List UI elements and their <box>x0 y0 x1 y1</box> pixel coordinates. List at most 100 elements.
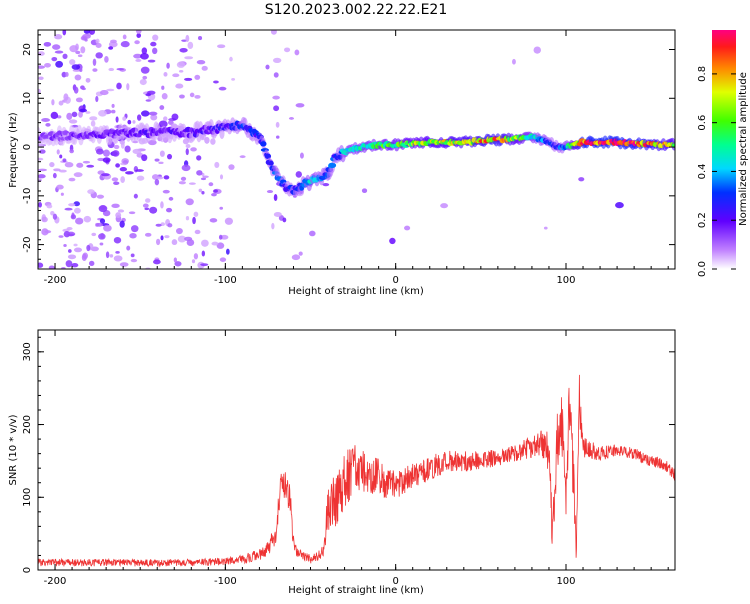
spectrogram-noise-cell <box>63 93 69 101</box>
spectrogram-noise-cell <box>99 90 109 96</box>
spectrogram-noise-cell <box>122 34 127 40</box>
spectrogram-noise-cell <box>273 105 280 112</box>
spectrogram-noise-cell <box>184 236 193 242</box>
spectrogram-noise-cell <box>80 46 86 54</box>
spectrogram-noise-cell <box>135 169 144 172</box>
snr-panel: -200 -100 0 100 0 100 200 300 Height of straig… <box>8 329 676 596</box>
spectrogram-noise-cell <box>172 73 180 78</box>
spectrogram-noise-cell <box>178 181 186 185</box>
spectrogram-noise-cell <box>39 149 46 154</box>
spectrogram-noise-cell <box>284 47 291 53</box>
spectrogram-noise-cell <box>81 253 87 262</box>
spectrogram-noise-cell <box>95 38 100 44</box>
spectrogram-noise-cell <box>209 218 218 223</box>
spectrogram-noise-cell <box>166 153 173 160</box>
spectrogram-noise-cell <box>73 243 78 247</box>
spectrogram-noise-cell <box>217 44 226 49</box>
spectrogram-noise-cell <box>115 251 120 254</box>
spectrogram-noise-cell <box>166 62 170 69</box>
spectrogram-noise-cell <box>149 206 158 214</box>
spectrogram-ridge-cell <box>268 160 274 166</box>
spectrogram-noise-cell <box>44 62 51 68</box>
spectrogram-noise-cell <box>133 53 143 59</box>
snr-x-tick-label: 0 <box>392 576 398 587</box>
spectrogram-noise-cell <box>119 139 126 145</box>
spectrogram-noise-cell <box>141 154 148 162</box>
spectrogram-noise-cell <box>173 257 178 263</box>
spectrogram-noise-cell <box>120 176 125 184</box>
spectrogram-noise-cell <box>115 116 119 123</box>
snr-x-tick-label: -200 <box>44 576 67 587</box>
spectrogram-noise-cell <box>168 196 174 201</box>
spectrogram-noise-cell <box>148 111 158 116</box>
spectrogram-noise-cell <box>140 66 150 74</box>
snr-x-axis-label: Height of straight line (km) <box>288 585 424 596</box>
spectrogram-y-axis-label: Frequency (Hz) <box>8 112 19 188</box>
spectrogram-noise-cell <box>239 155 246 159</box>
spectrogram-noise-cell <box>164 235 170 239</box>
spectrogram-noise-cell <box>91 232 97 237</box>
spectrogram-noise-cell <box>543 226 548 230</box>
spectrogram-noise-cell <box>113 255 123 262</box>
spectrogram-noise-cell <box>75 97 83 103</box>
spectrogram-noise-cell <box>295 103 305 108</box>
spectrogram-noise-cell <box>132 148 142 155</box>
spectrogram-noise-cell <box>204 136 210 144</box>
spectrogram-noise-cell <box>52 172 57 179</box>
spectrogram-noise-cell <box>68 119 78 124</box>
spectrogram-noise-cell <box>153 259 161 265</box>
spectrogram-noise-cell <box>187 41 194 50</box>
spectrogram-noise-cell <box>66 227 73 231</box>
spectrogram-noise-cell <box>218 86 227 91</box>
spectrogram-noise-cell <box>54 34 63 40</box>
spectrogram-noise-cell <box>177 235 187 243</box>
spectrogram-noise-cell <box>167 223 173 228</box>
spectrogram-noise-cell <box>202 175 209 179</box>
spectrogram-noise-cell <box>163 116 168 122</box>
spectrogram-noise-cell <box>76 162 84 168</box>
spectrogram-noise-cell <box>119 220 125 228</box>
spectrogram-noise-cell <box>70 214 77 220</box>
spectrogram-noise-cell <box>111 103 115 108</box>
snr-y-ticks: 0 100 200 300 <box>22 336 675 573</box>
spectrogram-noise-cell <box>120 41 130 48</box>
spectrogram-frame <box>37 29 676 270</box>
spectrogram-noise-cell <box>108 46 114 50</box>
spectrogram-noise-cell <box>124 145 131 153</box>
spectrogram-noise-cell <box>180 176 187 181</box>
spectrogram-noise-cell <box>89 116 98 121</box>
spectrogram-noise-cell <box>65 260 73 268</box>
spectrogram-noise-cell <box>185 198 194 206</box>
spectrogram-noise-cell <box>104 56 109 63</box>
spectrogram-noise-cell <box>49 161 55 168</box>
spectrogram-noise-cell <box>77 54 83 58</box>
spectrogram-noise-cell <box>154 158 160 162</box>
spectrogram-noise-cell <box>85 111 91 114</box>
spectrogram-noise-cell <box>322 182 330 187</box>
spectrogram-y-tick-label: 0 <box>22 144 33 150</box>
snr-x-ticks: -200 -100 0 100 <box>37 330 669 587</box>
spectrogram-noise-cell <box>147 59 156 63</box>
spectrogram-noise-cell <box>95 95 99 103</box>
spectrogram-noise-cell <box>127 119 132 125</box>
spectrogram-noise-cell <box>113 181 120 185</box>
spectrogram-noise-cell <box>136 175 145 181</box>
spectrogram-noise-cell <box>65 72 69 77</box>
spectrogram-noise-cell <box>201 191 205 195</box>
spectrogram-ridge-cell <box>328 162 337 169</box>
spectrogram-noise-cell <box>51 57 58 62</box>
spectrogram-noise-cell <box>213 189 218 193</box>
spectrogram-noise-cell <box>184 77 193 81</box>
spectrogram-noise-cell <box>53 168 61 172</box>
spectrogram-noise-cell <box>134 40 140 45</box>
spectrogram-noise-cell <box>158 120 168 128</box>
spectrogram-noise-cell <box>214 161 220 168</box>
colorbar-tick-label: 0.6 <box>697 115 708 131</box>
spectrogram-noise-cell <box>128 211 136 215</box>
spectrogram-noise-cell <box>38 262 44 268</box>
spectrogram-noise-cell <box>198 188 203 193</box>
spectrogram-noise-cell <box>226 248 230 255</box>
spectrogram-y-tick-label: -20 <box>22 236 33 252</box>
spectrogram-noise-cell <box>196 155 202 161</box>
